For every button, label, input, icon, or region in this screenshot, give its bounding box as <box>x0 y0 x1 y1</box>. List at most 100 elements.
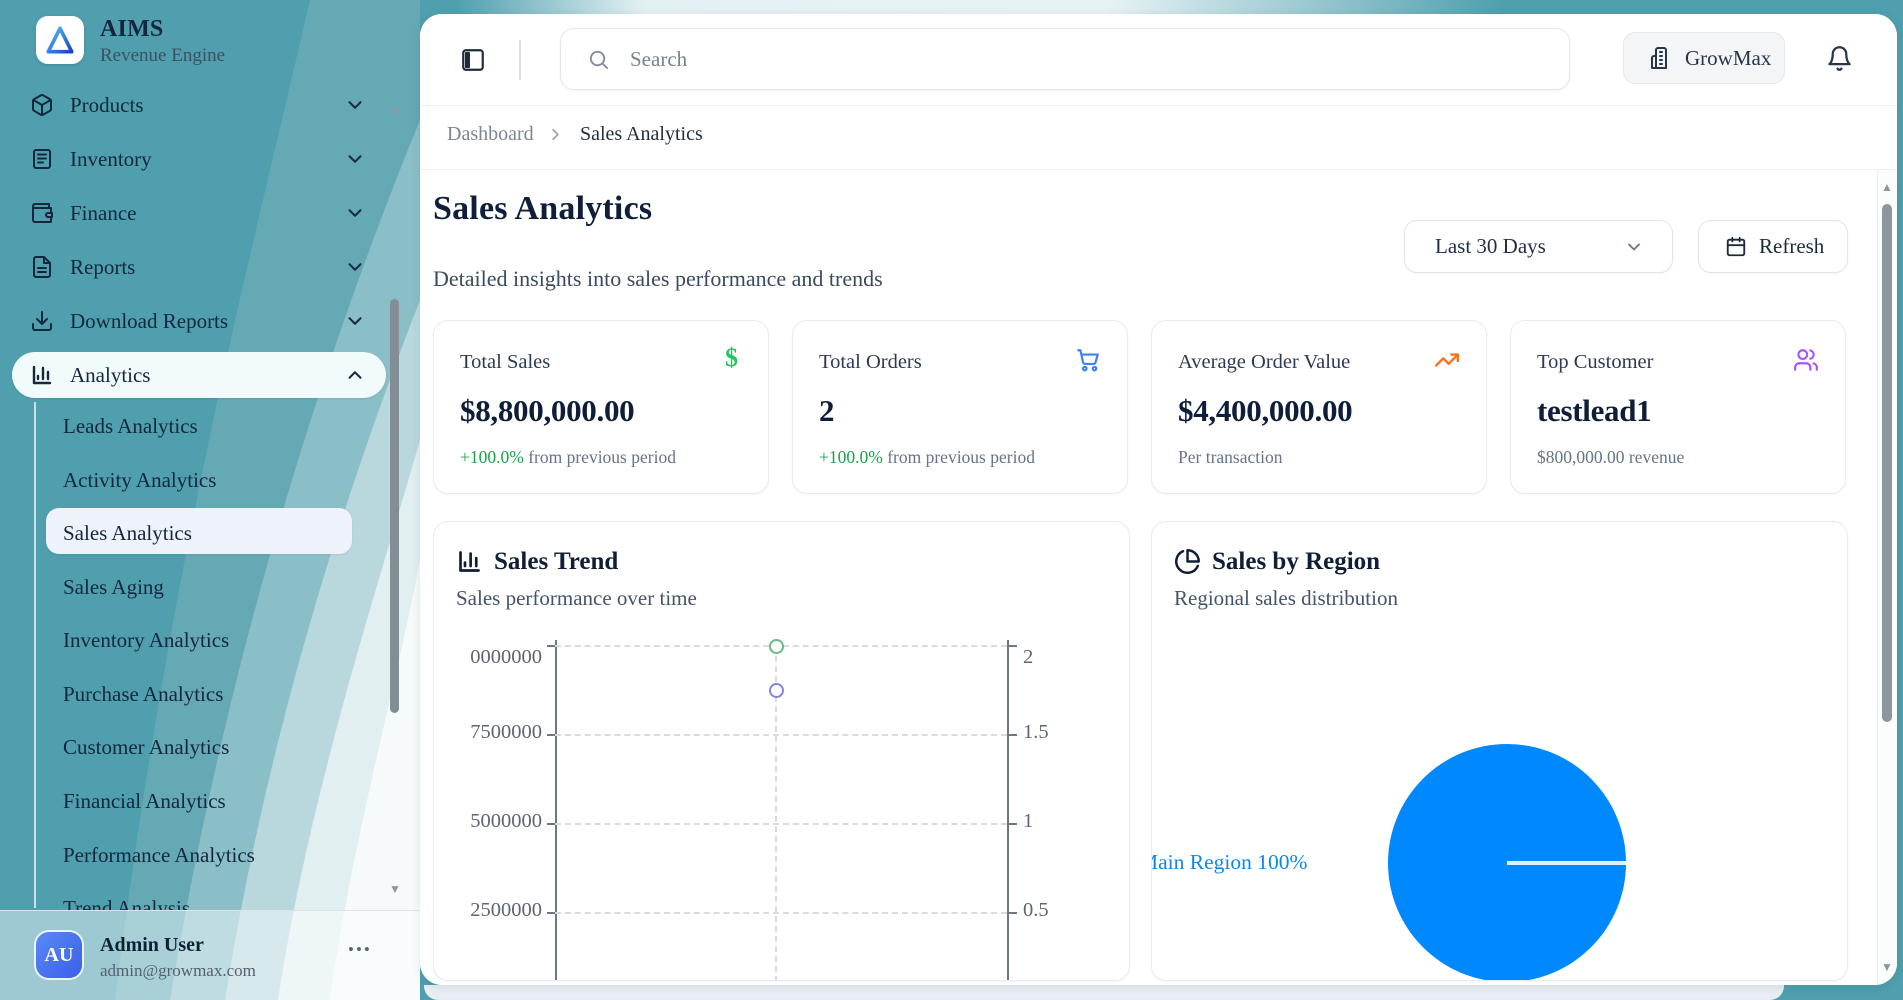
search-box <box>560 28 1570 90</box>
stat-label: Total Sales <box>460 351 551 373</box>
sidebar-toggle-icon[interactable] <box>460 47 486 73</box>
gridline <box>555 734 1007 736</box>
tick <box>1009 734 1017 736</box>
content-area: Sales Analytics Detailed insights into s… <box>420 170 1897 985</box>
stat-delta-row: +100.0% from previous period <box>460 447 676 468</box>
content-scroll-down-icon[interactable]: ▼ <box>1881 960 1893 974</box>
stat-value: testlead1 <box>1537 393 1652 428</box>
pie-slice-label: Main Region 100% <box>1151 850 1308 874</box>
stat-card-total-orders: Total Orders 2 +100.0% from previous per… <box>792 320 1128 494</box>
content-scrollbar-thumb[interactable] <box>1882 204 1892 722</box>
bar-chart-icon <box>32 365 52 385</box>
sidebar-subitem-financial-analytics[interactable]: Financial Analytics <box>63 789 226 813</box>
tick <box>547 823 555 825</box>
content-scroll-up-icon[interactable]: ▲ <box>1881 180 1893 194</box>
pie-slice-divider <box>1507 861 1626 865</box>
sidebar-item-products[interactable]: Products <box>12 82 386 128</box>
user-name: Admin User <box>100 934 204 956</box>
active-subitem-highlight <box>46 508 352 554</box>
chart-title: Sales by Region <box>1212 548 1381 575</box>
stat-delta-note: from previous period <box>882 447 1035 467</box>
breadcrumb-current: Sales Analytics <box>580 123 703 145</box>
sidebar-subitem-sales-analytics[interactable]: Sales Analytics <box>63 521 192 545</box>
building-icon <box>1651 47 1667 69</box>
orders-data-point[interactable] <box>769 639 784 654</box>
avatar[interactable]: AU <box>36 932 82 978</box>
gridline <box>555 912 1007 914</box>
period-select-value: Last 30 Days <box>1435 234 1546 258</box>
sidebar-item-label: Inventory <box>70 146 152 171</box>
chart-subtitle: Sales performance over time <box>456 586 697 610</box>
topbar-divider <box>519 40 521 80</box>
dollar-icon: $ <box>725 343 738 372</box>
sidebar-subitem-sales-aging[interactable]: Sales Aging <box>63 575 164 599</box>
chevron-down-icon <box>348 101 362 109</box>
y-right-tick-label: 2 <box>1023 646 1034 668</box>
period-select[interactable]: Last 30 Days <box>1404 220 1673 273</box>
sidebar-item-download-reports[interactable]: Download Reports <box>12 298 386 344</box>
y-axis-right <box>1007 640 1009 980</box>
sales-data-point[interactable] <box>769 683 784 698</box>
refresh-button[interactable]: Refresh <box>1698 220 1848 273</box>
background-bottom-accent <box>424 985 1784 1000</box>
y-right-tick-label: 1.5 <box>1023 721 1049 743</box>
sidebar-nav: Products Inventory Finance Reports <box>0 0 420 910</box>
sidebar-item-analytics[interactable]: Analytics <box>12 352 386 398</box>
file-text-icon <box>33 256 51 278</box>
stat-delta-note: from previous period <box>523 447 676 467</box>
chevron-down-icon <box>348 155 362 163</box>
stat-label: Top Customer <box>1537 351 1654 373</box>
sidebar-scrollbar-thumb[interactable] <box>390 299 399 713</box>
sidebar-subitem-leads-analytics[interactable]: Leads Analytics <box>63 414 198 438</box>
growmax-org-button[interactable]: GrowMax <box>1623 32 1785 84</box>
org-button-label: GrowMax <box>1685 45 1772 70</box>
sidebar-item-inventory[interactable]: Inventory <box>12 136 386 182</box>
sidebar-subitem-activity-analytics[interactable]: Activity Analytics <box>63 468 217 492</box>
tick <box>547 912 555 914</box>
sidebar-subitem-trend-analysis[interactable]: Trend Analysis <box>63 896 190 910</box>
refresh-button-label: Refresh <box>1759 234 1825 258</box>
sidebar-subitem-customer-analytics[interactable]: Customer Analytics <box>63 735 230 759</box>
topbar: GrowMax <box>420 14 1897 106</box>
wallet-icon <box>32 203 53 223</box>
stat-card-top-customer: Top Customer testlead1 $800,000.00 reven… <box>1510 320 1846 494</box>
breadcrumb-dashboard[interactable]: Dashboard <box>447 123 534 145</box>
brand-title: AIMS <box>100 16 164 42</box>
x-gridline <box>775 646 777 980</box>
page-title: Sales Analytics <box>433 190 653 227</box>
y-axis-left <box>555 640 557 980</box>
sidebar-item-reports[interactable]: Reports <box>12 244 386 290</box>
calendar-icon <box>1726 236 1746 256</box>
sidebar-subitem-purchase-analytics[interactable]: Purchase Analytics <box>63 682 224 706</box>
chevron-down-icon <box>348 263 362 271</box>
tick <box>1009 823 1017 825</box>
sidebar-subitem-inventory-analytics[interactable]: Inventory Analytics <box>63 628 230 652</box>
chart-subtitle: Regional sales distribution <box>1174 586 1398 610</box>
search-icon <box>589 50 609 69</box>
brand-subtitle: Revenue Engine <box>100 45 226 66</box>
search-input[interactable] <box>630 46 1510 72</box>
user-email: admin@growmax.com <box>100 961 256 980</box>
sidebar: AIMS Revenue Engine Products Inventory F… <box>0 0 420 1000</box>
y-left-tick-label: 0000000 <box>470 646 542 668</box>
sidebar-scroll-up-icon[interactable]: ▲ <box>389 102 401 116</box>
stat-card-total-sales: Total Sales $ $8,800,000.00 +100.0% from… <box>433 320 769 494</box>
cart-icon <box>1077 349 1099 372</box>
package-icon <box>32 94 52 116</box>
sidebar-scroll-down-icon[interactable]: ▼ <box>389 882 401 896</box>
stat-delta: +100.0% <box>460 447 524 467</box>
sidebar-subitem-performance-analytics[interactable]: Performance Analytics <box>63 843 255 867</box>
tick <box>1009 645 1017 647</box>
tick <box>1009 912 1017 914</box>
stat-value: $8,800,000.00 <box>460 393 635 428</box>
cabinet-icon <box>33 149 51 169</box>
stat-label: Total Orders <box>819 351 922 373</box>
background-top-accent <box>455 0 1505 14</box>
chart-title: Sales Trend <box>494 548 619 575</box>
trending-up-icon <box>1434 353 1460 367</box>
user-menu-ellipsis-icon[interactable]: ••• <box>348 940 372 959</box>
sales-by-region-card: Sales by Region Regional sales distribut… <box>1151 521 1848 981</box>
sidebar-item-finance[interactable]: Finance <box>12 190 386 236</box>
brand-logo <box>36 16 84 64</box>
bell-icon[interactable] <box>1826 45 1853 72</box>
